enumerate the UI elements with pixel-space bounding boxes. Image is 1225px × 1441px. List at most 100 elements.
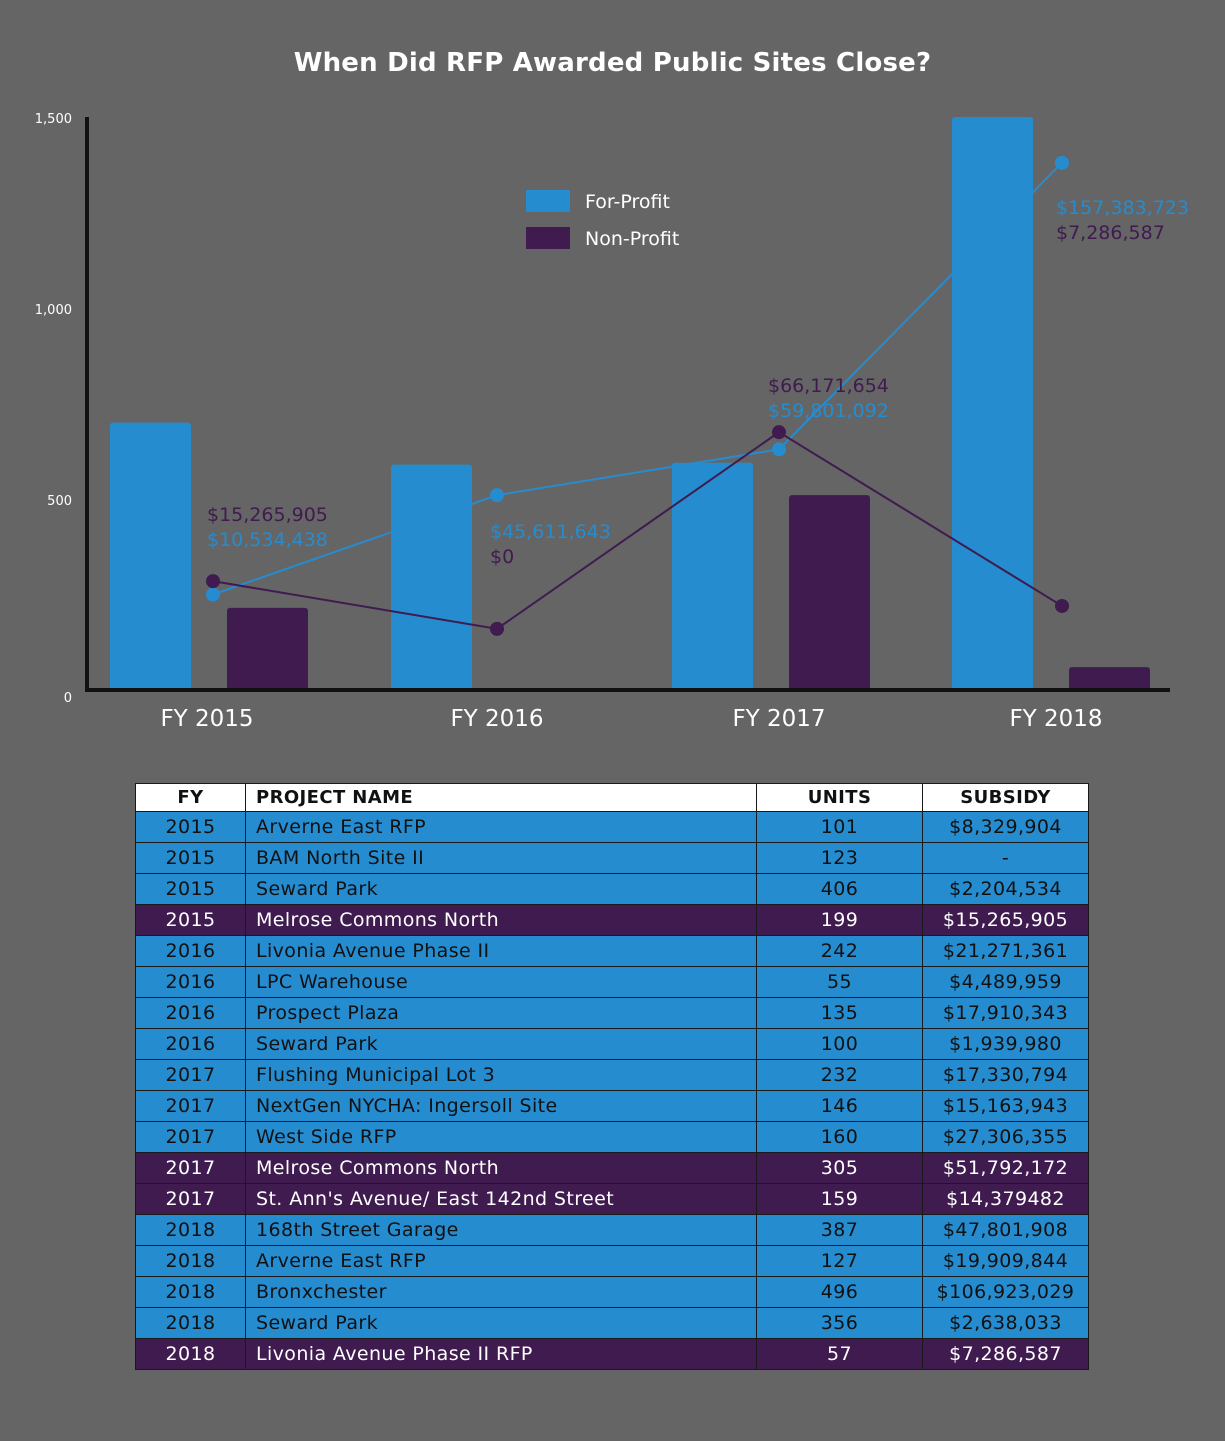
chart-title: When Did RFP Awarded Public Sites Close? [293, 48, 932, 78]
table-cell: 2017 [135, 1059, 246, 1091]
y-tick-label: 0 [64, 691, 72, 706]
table-cell: 168th Street Garage [245, 1214, 757, 1246]
axes-layer: 0 500 1,000 1,500 FY 2015 FY 2016 FY 2017 FY 20… [35, 112, 1170, 732]
table-cell: 135 [756, 997, 923, 1029]
data-label-non-profit-3: $7,286,587 [1056, 222, 1165, 244]
table-cell: 406 [756, 873, 923, 905]
table-row: 2015 Seward Park 406 $2,204,534 [135, 873, 1089, 905]
point-non-profit-3 [1055, 598, 1069, 613]
table-cell: 160 [756, 1121, 923, 1153]
table-cell: 496 [756, 1276, 923, 1308]
table-cell: Livonia Avenue Phase II [245, 935, 757, 967]
table-row: 2016 Seward Park 100 $1,939,980 [135, 1028, 1089, 1060]
table-cell: $2,204,534 [922, 873, 1089, 905]
table-cell: 199 [756, 904, 923, 936]
table-cell: $47,801,908 [922, 1214, 1089, 1246]
table-cell: Melrose Commons North [245, 904, 757, 936]
table-cell: 2018 [135, 1338, 246, 1370]
table-cell: $14,379482 [922, 1183, 1089, 1215]
table-cell: 2016 [135, 935, 246, 967]
y-tick-label: 1,500 [35, 112, 72, 127]
table-cell: LPC Warehouse [245, 966, 757, 998]
bars-layer [110, 117, 1150, 690]
table-row: 2017 West Side RFP 160 $27,306,355 [135, 1121, 1089, 1153]
table-cell: $8,329,904 [922, 811, 1089, 843]
table-cell: Seward Park [245, 873, 757, 905]
table-cell: 2017 [135, 1121, 246, 1153]
table-cell: Bronxchester [245, 1276, 757, 1308]
point-for-profit-3 [1055, 155, 1069, 170]
projects-table: FY PROJECT NAME UNITS SUBSIDY 2015 Arverne E… [135, 783, 1089, 1370]
bar-non-profit-3 [1069, 667, 1150, 690]
table-cell: $21,271,361 [922, 935, 1089, 967]
table-cell: 2018 [135, 1307, 246, 1339]
column-header: UNITS [756, 783, 923, 812]
table-row: 2017 NextGen NYCHA: Ingersoll Site 146 $15,… [135, 1090, 1089, 1122]
table-cell: $51,792,172 [922, 1152, 1089, 1184]
table-cell: 2017 [135, 1183, 246, 1215]
data-label-non-profit-0: $15,265,905 [207, 504, 328, 526]
table-cell: $17,910,343 [922, 997, 1089, 1029]
table-cell: $106,923,029 [922, 1276, 1089, 1308]
data-label-for-profit-1: $45,611,643 [490, 521, 611, 543]
data-label-non-profit-2: $66,171,654 [768, 375, 889, 397]
table-row: 2018 Bronxchester 496 $106,923,029 [135, 1276, 1089, 1308]
table-cell: $7,286,587 [922, 1338, 1089, 1370]
table-cell: 101 [756, 811, 923, 843]
table-cell: Melrose Commons North [245, 1152, 757, 1184]
table-header-row: FY PROJECT NAME UNITS SUBSIDY [135, 783, 1089, 812]
projects-table-container: FY PROJECT NAME UNITS SUBSIDY 2015 Arverne E… [135, 783, 1089, 1370]
bar-line-chart: 0 500 1,000 1,500 FY 2015 FY 2016 FY 2017 FY 20… [35, 112, 1189, 732]
legend: For-Profit Non-Profit [526, 190, 679, 250]
table-cell: 2018 [135, 1276, 246, 1308]
table-cell: Seward Park [245, 1307, 757, 1339]
table-cell: - [922, 842, 1089, 874]
point-non-profit-0 [206, 574, 220, 589]
bar-for-profit-2 [672, 462, 753, 690]
table-cell: Seward Park [245, 1028, 757, 1060]
table-row: 2015 BAM North Site II 123- [135, 842, 1089, 874]
legend-swatch-non-profit [526, 227, 570, 249]
table-cell: 100 [756, 1028, 923, 1060]
table-cell: Livonia Avenue Phase II RFP [245, 1338, 757, 1370]
table-cell: 2015 [135, 811, 246, 843]
x-tick-label: FY 2018 [1009, 706, 1102, 732]
legend-swatch-for-profit [526, 190, 570, 212]
legend-label: Non-Profit [585, 228, 679, 250]
table-cell: 127 [756, 1245, 923, 1277]
bar-for-profit-0 [110, 422, 191, 690]
bar-for-profit-1 [391, 464, 472, 690]
table-cell: 2015 [135, 904, 246, 936]
table-cell: $15,265,905 [922, 904, 1089, 936]
table-row: 2018 Livonia Avenue Phase II RFP 57 $7,286,… [135, 1338, 1089, 1370]
table-cell: 2015 [135, 873, 246, 905]
table-cell: 2016 [135, 1028, 246, 1060]
table-cell: 232 [756, 1059, 923, 1091]
table-row: 2018 168th Street Garage 387 $47,801,908 [135, 1214, 1089, 1246]
annotations-layer: $15,265,905 $10,534,438 $45,611,643 $0 $66,1… [207, 197, 1189, 568]
table-body: 2015 Arverne East RFP 101 $8,329,904 2015 BAM… [135, 811, 1089, 1370]
table-cell: 159 [756, 1183, 923, 1215]
table-row: 2016 Livonia Avenue Phase II 242 $21,271,36… [135, 935, 1089, 967]
lines-layer [206, 155, 1069, 636]
table-cell: $15,163,943 [922, 1090, 1089, 1122]
line-non-profit [212, 430, 1063, 630]
table-row: 2017 Flushing Municipal Lot 3 232 $17,330,7… [135, 1059, 1089, 1091]
table-cell: NextGen NYCHA: Ingersoll Site [245, 1090, 757, 1122]
table-cell: BAM North Site II [245, 842, 757, 874]
bar-for-profit-3 [952, 117, 1033, 690]
table-cell: 387 [756, 1214, 923, 1246]
table-cell: West Side RFP [245, 1121, 757, 1153]
table-cell: $4,489,959 [922, 966, 1089, 998]
table-cell: 2015 [135, 842, 246, 874]
legend-label: For-Profit [585, 191, 670, 213]
table-cell: 2017 [135, 1152, 246, 1184]
y-tick-label: 500 [47, 494, 72, 509]
table-cell: 2017 [135, 1090, 246, 1122]
table-cell: $1,939,980 [922, 1028, 1089, 1060]
table-row: 2015 Melrose Commons North 199 $15,265,905 [135, 904, 1089, 936]
table-cell: 356 [756, 1307, 923, 1339]
table-cell: 55 [756, 966, 923, 998]
table-cell: 146 [756, 1090, 923, 1122]
bar-non-profit-0 [227, 607, 308, 690]
